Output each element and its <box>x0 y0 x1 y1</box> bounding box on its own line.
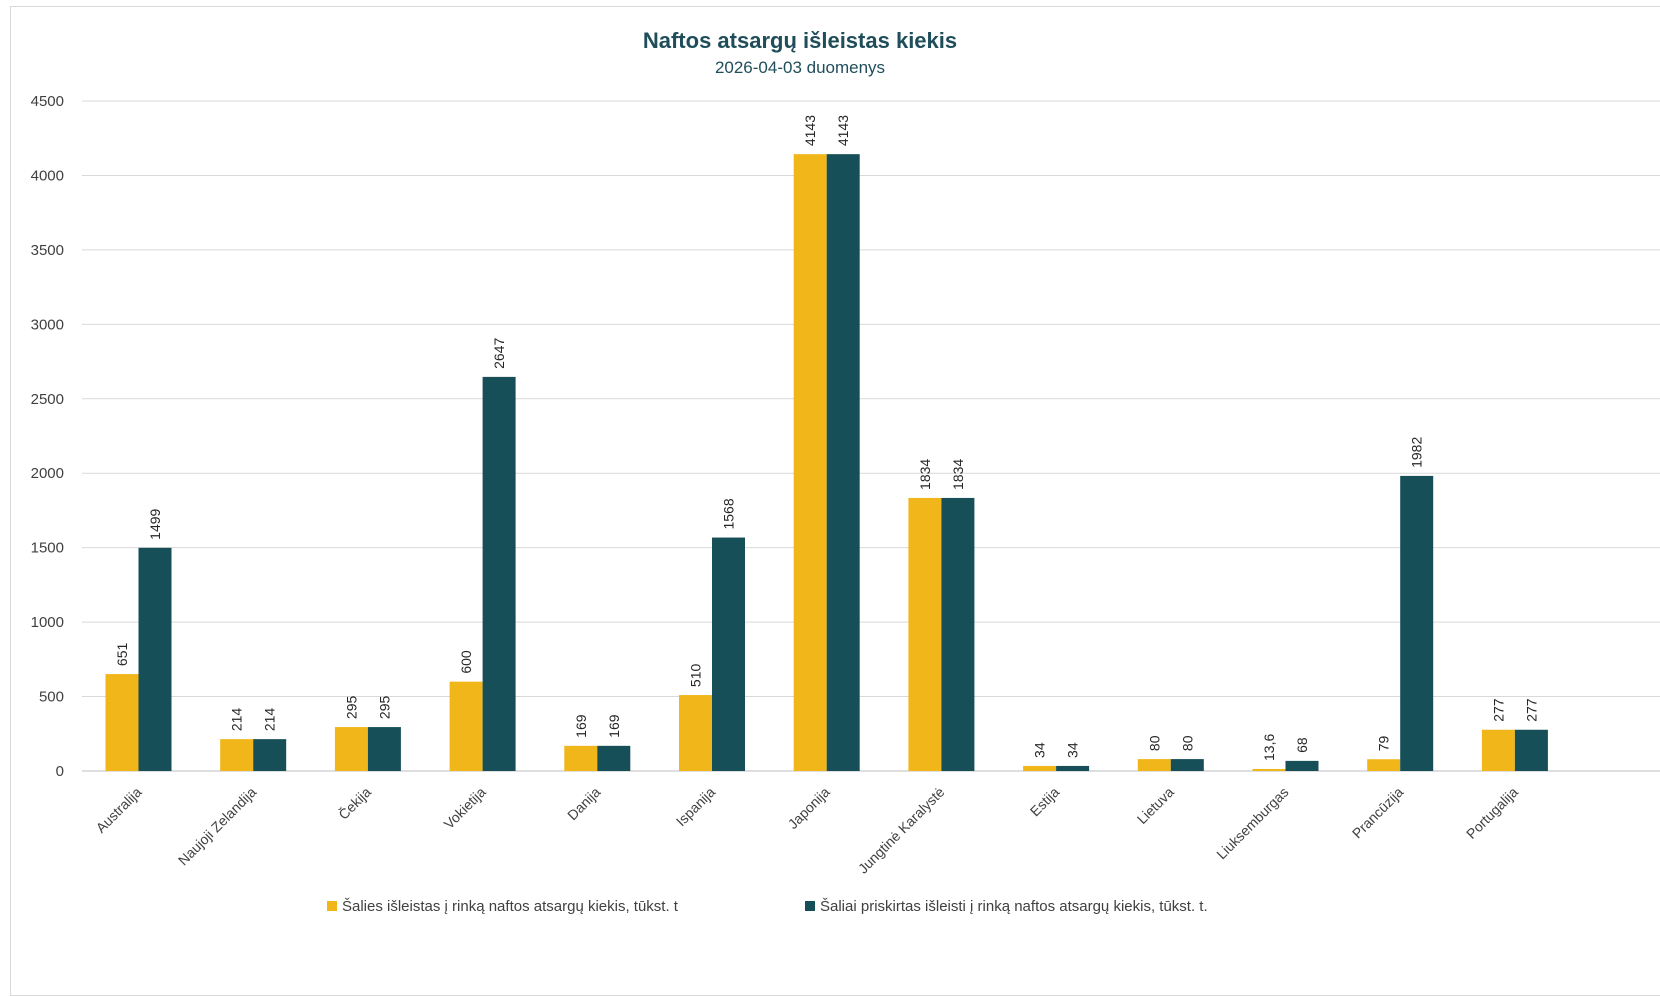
data-label: 1982 <box>1409 437 1425 468</box>
data-label: 600 <box>458 650 474 674</box>
bar <box>1367 759 1401 771</box>
data-label: 277 <box>1490 698 1506 722</box>
x-tick-label: Naujoji Zelandija <box>175 784 260 869</box>
data-label: 80 <box>1146 735 1162 751</box>
bar <box>597 745 631 771</box>
bar <box>220 739 254 771</box>
bar <box>334 727 368 771</box>
bar <box>712 537 745 771</box>
bar <box>793 154 827 772</box>
legend-swatch <box>805 901 815 911</box>
data-label: 214 <box>262 708 278 732</box>
data-label: 214 <box>229 708 245 732</box>
y-tick-label: 2500 <box>31 391 64 408</box>
data-label: 1834 <box>950 459 966 490</box>
y-tick-label: 3500 <box>31 242 64 259</box>
bar <box>1137 759 1171 771</box>
bar <box>449 681 483 771</box>
y-tick-label: 3000 <box>31 316 64 333</box>
y-tick-label: 500 <box>39 689 64 706</box>
data-label: 13,6 <box>1261 734 1277 761</box>
data-label: 79 <box>1376 735 1392 751</box>
legend-label: Šalies išleistas į rinką naftos atsargų … <box>342 898 679 915</box>
bar <box>1514 729 1548 771</box>
x-tick-label: Portugalija <box>1463 784 1521 842</box>
x-tick-label: Liuksemburgas <box>1213 784 1291 862</box>
y-tick-label: 2000 <box>31 465 64 482</box>
y-tick-label: 0 <box>56 763 64 780</box>
gridlines <box>82 100 1660 772</box>
data-label: 169 <box>573 714 589 738</box>
data-label: 4143 <box>835 115 851 146</box>
x-tick-label: Australija <box>93 784 145 836</box>
legend-swatch <box>327 901 337 911</box>
bar <box>1481 729 1515 771</box>
data-label: 80 <box>1179 735 1195 751</box>
x-tick-label: Ispanija <box>673 784 719 830</box>
bar <box>826 154 860 772</box>
data-label: 4143 <box>802 115 818 146</box>
data-label: 34 <box>1065 742 1081 758</box>
legend: Šalies išleistas į rinką naftos atsargų … <box>327 898 1208 915</box>
bar <box>253 739 287 771</box>
x-tick-label: Danija <box>564 784 604 824</box>
data-label: 169 <box>606 714 622 738</box>
bar <box>1400 475 1434 771</box>
data-label: 295 <box>343 696 359 720</box>
y-tick-label: 1000 <box>31 614 64 631</box>
y-tick-label: 4500 <box>31 93 64 110</box>
x-tick-label: Lietuva <box>1134 784 1177 827</box>
data-label: 1834 <box>917 459 933 490</box>
x-tick-label: Estija <box>1027 784 1063 820</box>
bar <box>1023 765 1057 771</box>
data-label: 1499 <box>147 508 163 539</box>
data-label: 1568 <box>721 498 737 529</box>
data-label: 510 <box>688 663 704 687</box>
legend-label: Šaliai priskirtas išleisti į rinką nafto… <box>820 898 1208 915</box>
y-axis-ticks: 0 500 1000 1500 2000 2500 3000 3500 4000 4500 <box>31 93 64 780</box>
bars <box>105 154 1548 772</box>
data-label: 2647 <box>491 338 507 369</box>
bar <box>1252 768 1286 771</box>
data-label: 651 <box>114 643 130 667</box>
y-tick-label: 4000 <box>31 167 64 184</box>
bar <box>908 497 942 771</box>
bar <box>482 376 516 771</box>
chart-subtitle: 2026-04-03 duomenys <box>715 58 885 77</box>
x-tick-label: Vokietija <box>441 784 489 832</box>
bar <box>1285 760 1319 771</box>
data-label: 277 <box>1523 698 1539 722</box>
chart-title: Naftos atsargų išleistas kiekis <box>643 28 957 53</box>
data-label: 34 <box>1032 742 1048 758</box>
bar <box>941 497 975 771</box>
x-tick-label: Prancūzija <box>1349 784 1407 842</box>
bar <box>564 745 598 771</box>
x-tick-label: Japonija <box>785 784 833 832</box>
bar <box>367 727 401 771</box>
bar <box>105 674 139 771</box>
x-axis-ticks: Australija Naujoji Zelandija Čekija Vokieti… <box>93 784 1522 877</box>
bar <box>1056 765 1090 771</box>
bar <box>1170 759 1204 771</box>
bar <box>138 547 172 771</box>
data-label: 295 <box>376 696 392 720</box>
bar <box>679 695 712 771</box>
x-tick-label: Čekija <box>335 784 374 823</box>
y-tick-label: 1500 <box>31 540 64 557</box>
data-labels: 651 1499 214 214 295 295 600 2647 169 169 510 1568 4… <box>114 115 1539 761</box>
data-label: 68 <box>1294 737 1310 753</box>
x-tick-label: Jungtinė Karalystė <box>855 784 948 877</box>
